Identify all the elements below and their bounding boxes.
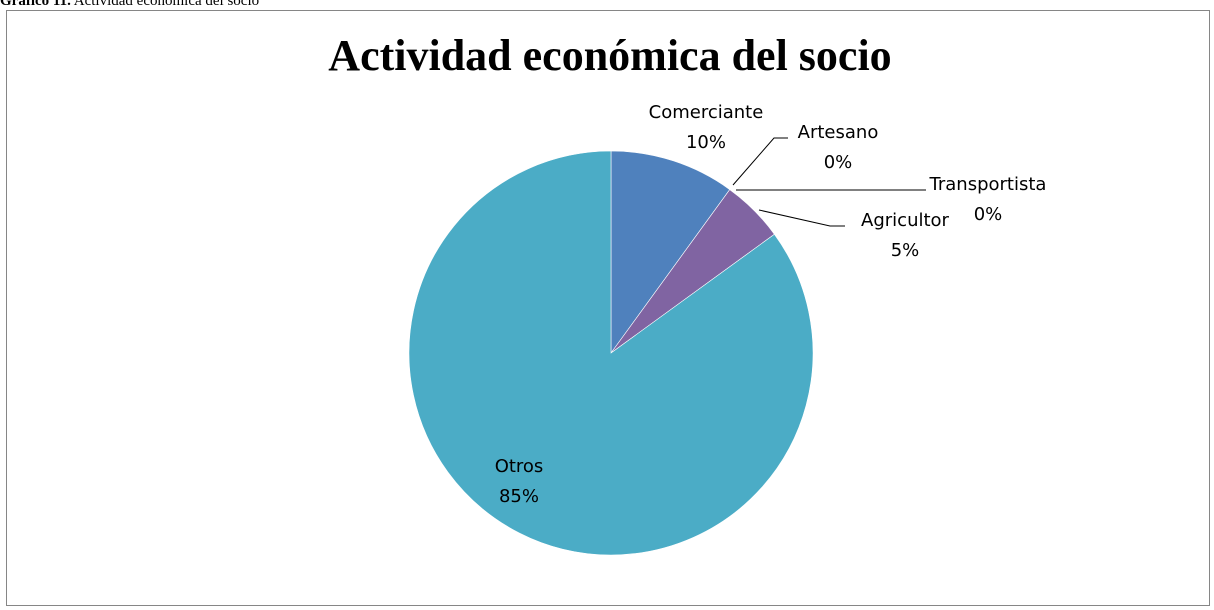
slice-label-percent-otros: 85% bbox=[499, 486, 539, 507]
slice-label-percent-agricultor: 5% bbox=[891, 240, 920, 261]
figure-caption: Gráfico 11. Actividad económica del soci… bbox=[0, 0, 259, 8]
slice-label-percent-transportista: 0% bbox=[974, 204, 1003, 225]
chart-title: Actividad económica del socio bbox=[328, 31, 892, 80]
slice-label-name-agricultor: Agricultor bbox=[861, 210, 950, 231]
slice-label-name-transportista: Transportista bbox=[929, 174, 1047, 195]
slice-label-name-otros: Otros bbox=[495, 456, 544, 477]
pie-slice-otros bbox=[408, 150, 814, 556]
figure-caption-prefix: Gráfico 11. bbox=[0, 0, 71, 8]
slice-label-name-comerciante: Comerciante bbox=[649, 102, 764, 123]
slice-label-percent-artesano: 0% bbox=[824, 152, 853, 173]
pie-slice-comerciante bbox=[610, 150, 731, 354]
slice-label-name-artesano: Artesano bbox=[798, 122, 879, 143]
leader-line-agricultor bbox=[758, 209, 845, 227]
slice-label-percent-comerciante: 10% bbox=[686, 132, 726, 153]
figure-caption-text: Actividad económica del socio bbox=[73, 0, 260, 8]
leader-line-artesano bbox=[732, 137, 788, 186]
